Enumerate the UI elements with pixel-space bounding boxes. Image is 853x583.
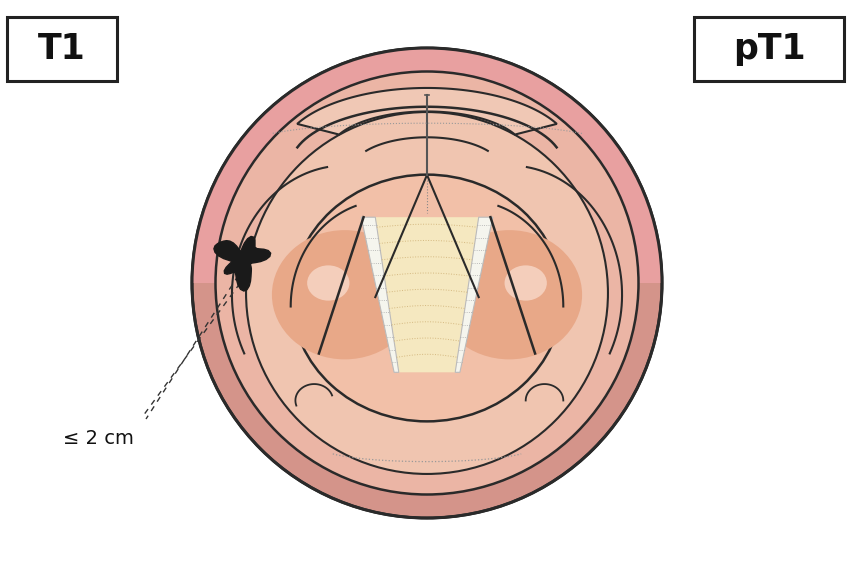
Polygon shape <box>192 48 661 283</box>
Ellipse shape <box>504 265 546 301</box>
Polygon shape <box>374 217 479 373</box>
Circle shape <box>192 48 661 518</box>
FancyBboxPatch shape <box>693 17 843 81</box>
Ellipse shape <box>436 230 582 359</box>
Text: T1: T1 <box>38 32 86 66</box>
Ellipse shape <box>292 175 561 422</box>
Ellipse shape <box>227 72 626 330</box>
Text: ≤ 2 cm: ≤ 2 cm <box>63 429 134 448</box>
Circle shape <box>246 112 607 474</box>
FancyBboxPatch shape <box>7 17 117 81</box>
Ellipse shape <box>271 230 417 359</box>
Circle shape <box>215 72 638 494</box>
Polygon shape <box>361 217 398 373</box>
Polygon shape <box>455 217 492 373</box>
Polygon shape <box>213 237 270 291</box>
Ellipse shape <box>307 265 349 301</box>
Polygon shape <box>297 88 556 135</box>
Text: pT1: pT1 <box>732 32 804 66</box>
